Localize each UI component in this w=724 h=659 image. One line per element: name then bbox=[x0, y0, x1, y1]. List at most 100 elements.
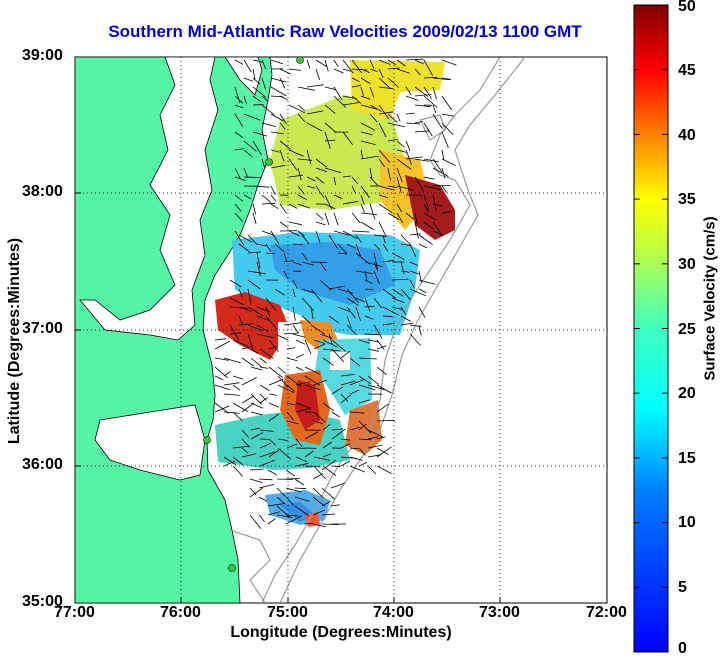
y-tick-label: 36:00 bbox=[22, 456, 63, 473]
velocity-arrow bbox=[432, 194, 437, 212]
velocity-arrow bbox=[387, 67, 401, 70]
velocity-arrow bbox=[373, 243, 381, 251]
velocity-arrow bbox=[232, 411, 243, 421]
x-tick-label: 73:00 bbox=[479, 604, 520, 621]
velocity-arrow bbox=[396, 185, 414, 191]
velocity-arrow bbox=[378, 221, 387, 237]
velocity-arrow bbox=[306, 110, 324, 115]
velocity-arrow bbox=[333, 86, 343, 101]
velocity-arrow bbox=[333, 194, 343, 200]
velocity-arrow bbox=[243, 95, 247, 105]
velocity-arrow bbox=[331, 339, 346, 352]
velocity-arrow bbox=[241, 453, 257, 458]
velocity-arrow bbox=[382, 322, 395, 326]
velocity-arrow bbox=[432, 104, 437, 114]
velocity-arrow bbox=[331, 428, 344, 431]
x-tick-label: 74:00 bbox=[373, 604, 414, 621]
velocity-arrow bbox=[378, 59, 391, 65]
velocity-arrow bbox=[396, 140, 405, 148]
velocity-arrow bbox=[369, 203, 376, 220]
velocity-arrow bbox=[441, 210, 453, 214]
velocity-arrow bbox=[418, 306, 426, 318]
no-data-gaps bbox=[278, 322, 350, 370]
velocity-arrow bbox=[409, 233, 421, 236]
velocity-arrow bbox=[261, 104, 275, 115]
velocity-arrow bbox=[312, 509, 325, 516]
velocity-arrow bbox=[360, 149, 363, 159]
velocity-arrow bbox=[378, 185, 395, 191]
velocity-arrow bbox=[286, 375, 302, 387]
velocity-arrow bbox=[283, 252, 287, 262]
velocity-arrow bbox=[234, 194, 244, 202]
velocity-arrow bbox=[292, 306, 296, 321]
velocity-arrow bbox=[313, 343, 326, 350]
velocity-arrow bbox=[261, 95, 269, 102]
velocity-arrow bbox=[367, 375, 380, 385]
velocity-arrow bbox=[342, 102, 360, 106]
velocity-arrow bbox=[409, 279, 415, 288]
velocity-arrow bbox=[295, 354, 304, 359]
velocity-arrow bbox=[229, 332, 242, 335]
velocity-arrow bbox=[346, 243, 356, 249]
velocity-arrow bbox=[279, 203, 287, 214]
bathymetry-contours bbox=[229, 57, 526, 603]
velocity-arrow bbox=[358, 339, 370, 344]
velocity-arrow bbox=[241, 377, 257, 386]
velocity-arrow bbox=[261, 59, 267, 70]
velocity-arrow bbox=[234, 131, 244, 139]
velocity-arrow bbox=[400, 270, 410, 273]
velocity-arrow bbox=[378, 149, 391, 163]
velocity-arrow bbox=[333, 95, 347, 108]
velocity-arrow bbox=[312, 487, 324, 499]
velocity-arrow bbox=[358, 438, 372, 441]
velocity-arrow bbox=[223, 460, 236, 467]
velocity-arrow bbox=[285, 469, 296, 477]
velocity-arrow bbox=[250, 402, 264, 409]
velocity-arrow bbox=[387, 77, 399, 88]
velocity-arrow bbox=[252, 212, 257, 225]
velocity-arrow bbox=[261, 194, 272, 203]
velocity-arrow bbox=[250, 357, 263, 368]
velocity-arrow bbox=[321, 459, 337, 471]
velocity-arrow bbox=[277, 375, 289, 388]
velocity-arrow bbox=[279, 221, 289, 229]
velocity-arrow bbox=[268, 346, 277, 350]
velocity-arrow bbox=[274, 243, 285, 253]
velocity-arrow bbox=[270, 194, 277, 202]
station-marker bbox=[203, 436, 211, 444]
velocity-arrow bbox=[346, 288, 359, 303]
velocity-arrow bbox=[418, 279, 436, 285]
velocity-arrow bbox=[292, 288, 296, 298]
velocity-arrow bbox=[270, 86, 287, 97]
velocity-arrow bbox=[223, 382, 240, 386]
velocity-arrow bbox=[396, 149, 408, 153]
velocity-arrow bbox=[310, 306, 314, 320]
velocity-arrow bbox=[249, 514, 262, 529]
velocity-arrow bbox=[279, 113, 287, 125]
velocity-arrow bbox=[331, 348, 344, 363]
velocity-arrow bbox=[418, 324, 422, 336]
velocity-arrow bbox=[358, 399, 370, 404]
velocity-arrow bbox=[355, 243, 362, 258]
velocity-arrow bbox=[378, 158, 386, 167]
velocity-arrow bbox=[342, 68, 351, 72]
velocity-arrow bbox=[441, 131, 449, 148]
velocity-arrow bbox=[405, 112, 415, 115]
velocity-arrow bbox=[214, 402, 230, 414]
velocity-arrow bbox=[441, 122, 454, 136]
velocity-arrow bbox=[306, 122, 323, 132]
velocity-arrow bbox=[360, 194, 365, 205]
velocity-arrow bbox=[256, 333, 275, 339]
velocity-arrow bbox=[355, 270, 373, 274]
velocity-arrow bbox=[346, 315, 352, 328]
velocity-arrow bbox=[405, 212, 415, 220]
colorbar-tick-label: 20 bbox=[678, 385, 696, 402]
velocity-arrow bbox=[432, 113, 443, 129]
velocity-arrow bbox=[342, 131, 353, 146]
velocity-arrow bbox=[378, 68, 384, 79]
velocity-arrow bbox=[265, 315, 278, 330]
velocity-arrow bbox=[360, 95, 371, 100]
velocity-arrow bbox=[234, 104, 244, 109]
velocity-arrow bbox=[376, 465, 392, 474]
velocity-arrow bbox=[223, 411, 240, 414]
